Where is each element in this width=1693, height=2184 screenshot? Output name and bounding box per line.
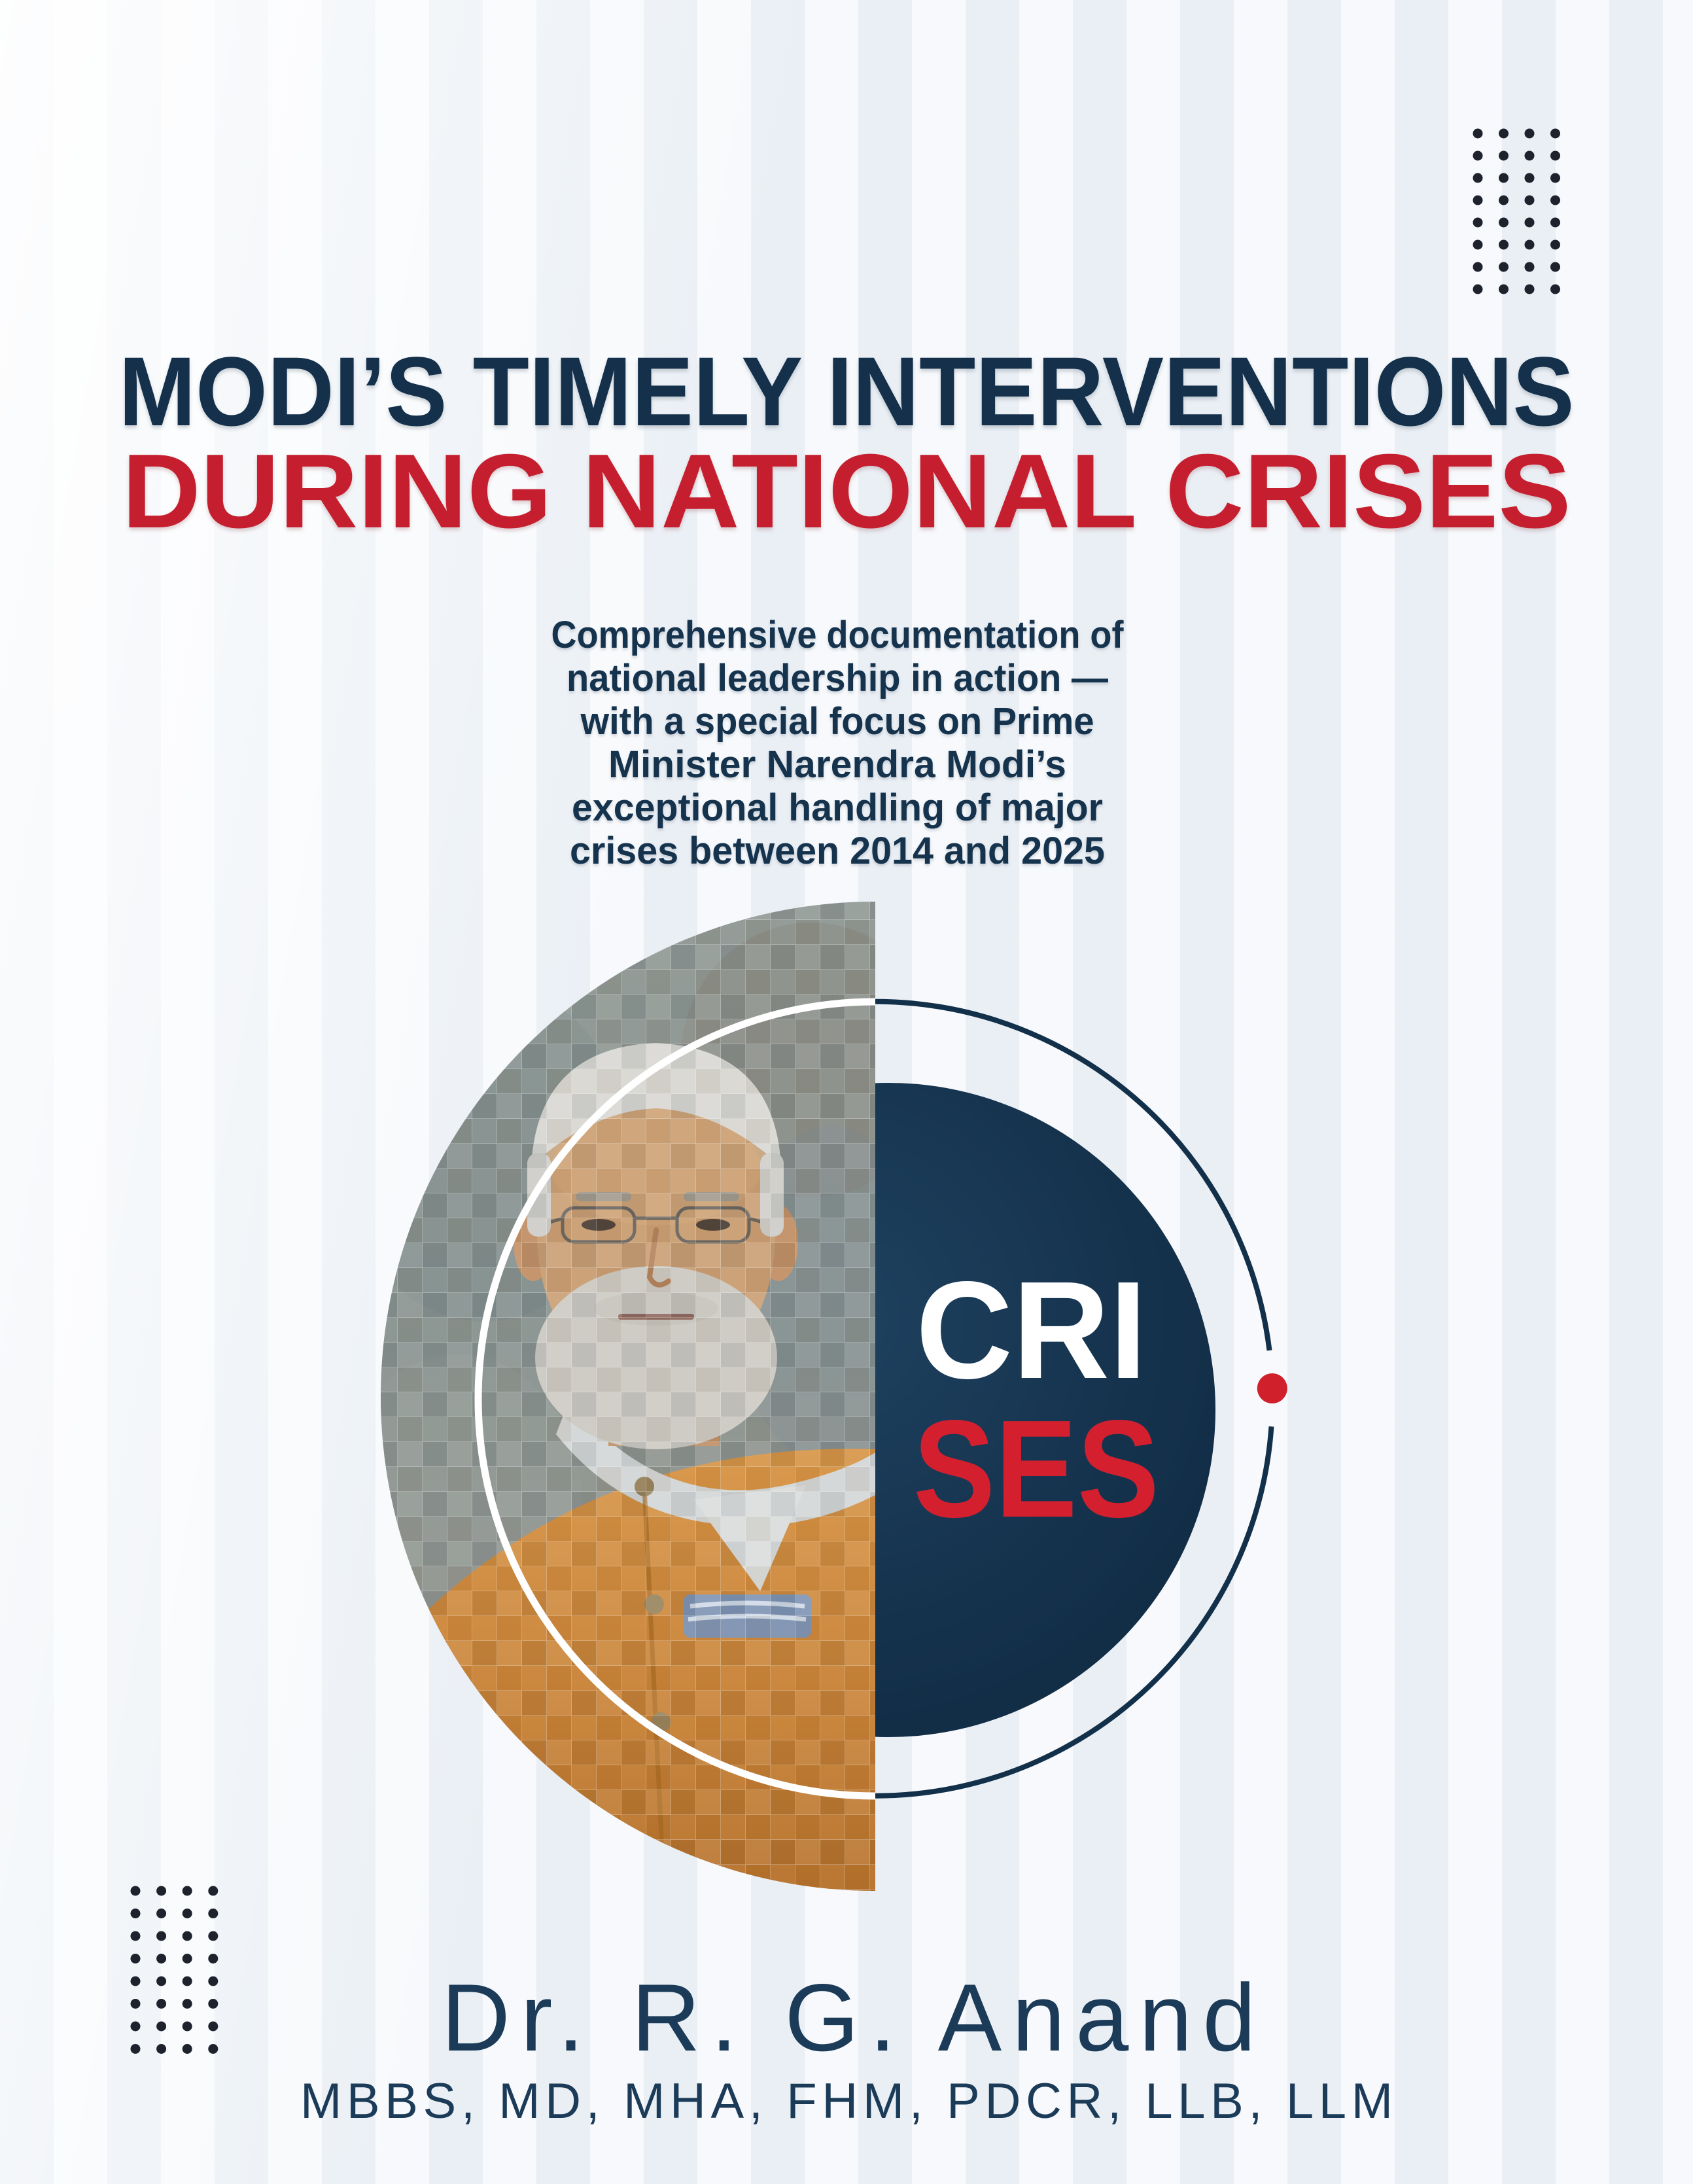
subtitle-line: crises between 2014 and 2025 [570, 830, 1105, 872]
emblem-text-top: CRI [916, 1252, 1147, 1407]
subtitle-line: Comprehensive documentation of [551, 614, 1125, 656]
subtitle: Comprehensive documentation of national … [551, 614, 1125, 872]
author-name: Dr. R. G. Anand [442, 1964, 1256, 2071]
subtitle-line: national leadership in action — [567, 657, 1108, 699]
crises-emblem: CRI SES [913, 1252, 1159, 1546]
subtitle-line: Minister Narendra Modi’s [608, 743, 1066, 786]
dot-grid-bottom-left [130, 1886, 218, 2054]
title-line-2: DURING NATIONAL CRISES [122, 432, 1571, 550]
orbit-red-dot [1257, 1373, 1287, 1403]
dot-grid-top-right [1473, 128, 1560, 294]
emblem-text-bottom: SES [913, 1391, 1159, 1546]
modi-photo [381, 902, 875, 1891]
orbit-ring [474, 998, 1274, 1800]
author-credentials: MBBS, MD, MHA, FHM, PDCR, LLB, LLM [300, 2073, 1393, 2129]
title-line-1: MODI’S TIMELY INTERVENTIONS [119, 336, 1575, 446]
subtitle-line: with a special focus on Prime [580, 700, 1094, 743]
subtitle-line: exceptional handling of major [572, 786, 1103, 829]
